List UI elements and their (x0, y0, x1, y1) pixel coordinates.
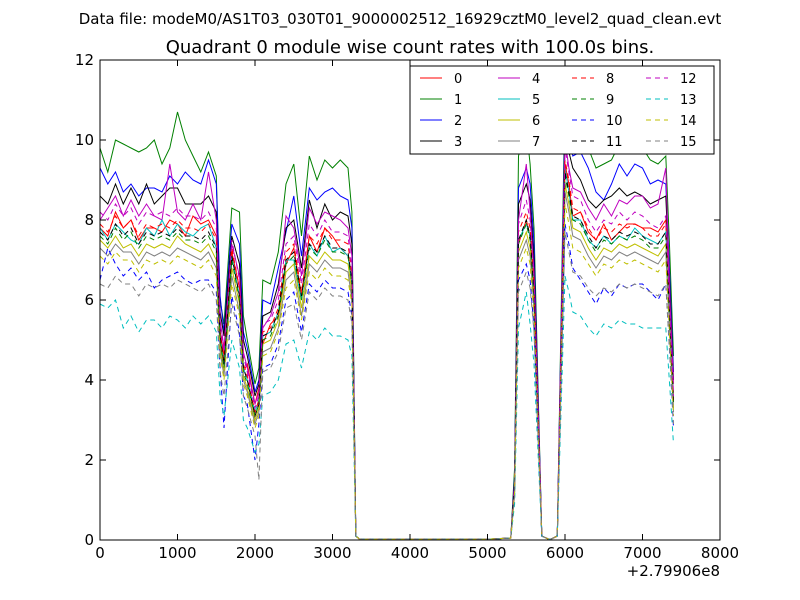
y-tick-label: 4 (84, 371, 94, 389)
x-axis-offset-label: +2.79906e8 (627, 562, 720, 580)
x-tick-label: 7000 (623, 544, 661, 562)
legend-label-2: 2 (454, 114, 462, 129)
legend-label-14: 14 (680, 114, 697, 129)
legend-label-15: 15 (680, 135, 697, 150)
legend-label-8: 8 (606, 72, 614, 87)
series-line-0 (99, 163, 674, 541)
series-line-1 (99, 91, 674, 541)
series-line-3 (99, 135, 674, 541)
legend-label-12: 12 (680, 72, 697, 87)
series-line-4 (99, 139, 674, 541)
data-file-suptitle: Data file: modeM0/AS1T03_030T01_90000025… (79, 10, 722, 29)
x-tick-label: 3000 (313, 544, 351, 562)
legend-label-5: 5 (532, 93, 540, 108)
x-tick-label: 5000 (468, 544, 506, 562)
legend-label-6: 6 (532, 114, 540, 129)
y-tick-label: 2 (84, 451, 94, 469)
legend-label-13: 13 (680, 93, 697, 108)
x-tick-label: 8000 (701, 544, 739, 562)
chart-title: Quadrant 0 module wise count rates with … (166, 37, 655, 58)
x-tick-label: 1000 (158, 544, 196, 562)
y-tick-label: 10 (75, 131, 94, 149)
legend-frame (409, 65, 715, 155)
x-axis: 0 1000 2000 3000 4000 5000 6000 7000 8000 (95, 60, 739, 562)
legend-label-10: 10 (606, 114, 623, 129)
series-line-2 (99, 115, 674, 541)
series-line-14 (99, 203, 674, 541)
legend-label-9: 9 (606, 93, 614, 108)
series-line-15 (99, 231, 674, 541)
series-line-13 (99, 275, 674, 541)
legend-label-11: 11 (606, 135, 623, 150)
legend-label-3: 3 (454, 135, 462, 150)
series-line-11 (99, 171, 674, 541)
y-tick-label: 0 (84, 531, 94, 549)
x-tick-label: 0 (95, 544, 105, 562)
series-line-9 (99, 175, 674, 541)
legend-label-0: 0 (454, 72, 462, 87)
series-line-10 (99, 223, 674, 541)
series-line-12 (99, 147, 674, 541)
series-layer (99, 91, 674, 541)
y-tick-label: 12 (75, 51, 94, 69)
x-tick-label: 4000 (391, 544, 429, 562)
series-line-6 (99, 183, 674, 541)
x-tick-label: 6000 (546, 544, 584, 562)
legend-label-4: 4 (532, 72, 540, 87)
series-line-5 (99, 167, 674, 541)
series-line-8 (99, 159, 674, 541)
legend-label-1: 1 (454, 93, 462, 108)
y-tick-label: 6 (84, 291, 94, 309)
series-line-7 (99, 191, 674, 541)
y-tick-label: 8 (84, 211, 94, 229)
x-tick-label: 2000 (236, 544, 274, 562)
legend-label-7: 7 (532, 135, 540, 150)
